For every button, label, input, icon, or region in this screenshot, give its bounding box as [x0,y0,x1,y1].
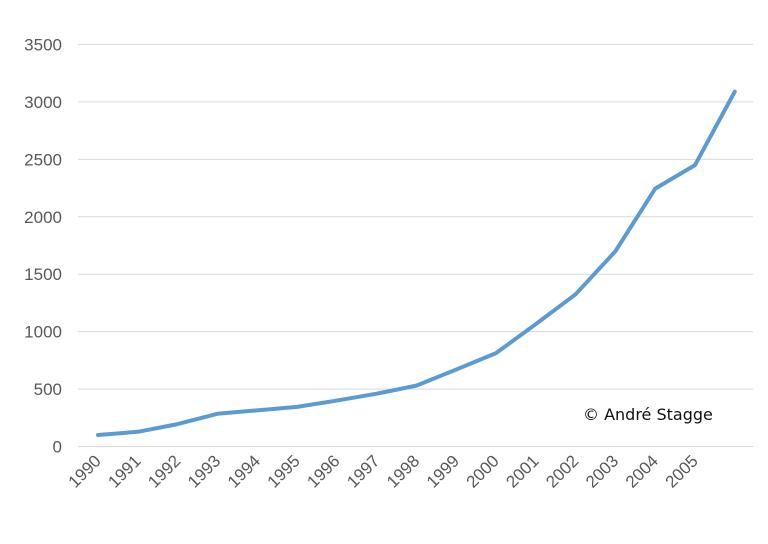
y-tick-label: 1000 [24,323,62,342]
y-tick-label: 2000 [24,208,62,227]
y-tick-label: 2500 [24,150,62,169]
x-tick-label: 1995 [264,451,304,491]
y-tick-label: 3000 [24,93,62,112]
y-tick-label: 500 [34,380,62,399]
x-tick-label: 2005 [662,451,702,491]
x-tick-label: 1993 [184,451,224,491]
y-tick-label: 3500 [24,36,62,55]
x-tick-label: 1999 [423,451,463,491]
x-tick-label: 1996 [303,451,343,491]
x-tick-label: 2003 [582,451,622,491]
x-tick-label: 2000 [463,451,503,491]
x-tick-label: 1997 [343,451,383,491]
x-tick-label: 1991 [104,451,144,491]
x-tick-label: 1994 [224,451,264,491]
y-tick-label: 0 [53,438,62,457]
x-tick-label: 1992 [144,451,184,491]
y-tick-label: 1500 [24,265,62,284]
x-tick-label: 2001 [502,451,542,491]
x-tick-label: 2002 [542,451,582,491]
x-tick-label: 2004 [622,451,662,491]
series-line [96,89,737,438]
x-tick-label: 1990 [65,451,105,491]
copyright-annotation: © André Stagge [583,405,713,424]
x-tick-label: 1998 [383,451,423,491]
